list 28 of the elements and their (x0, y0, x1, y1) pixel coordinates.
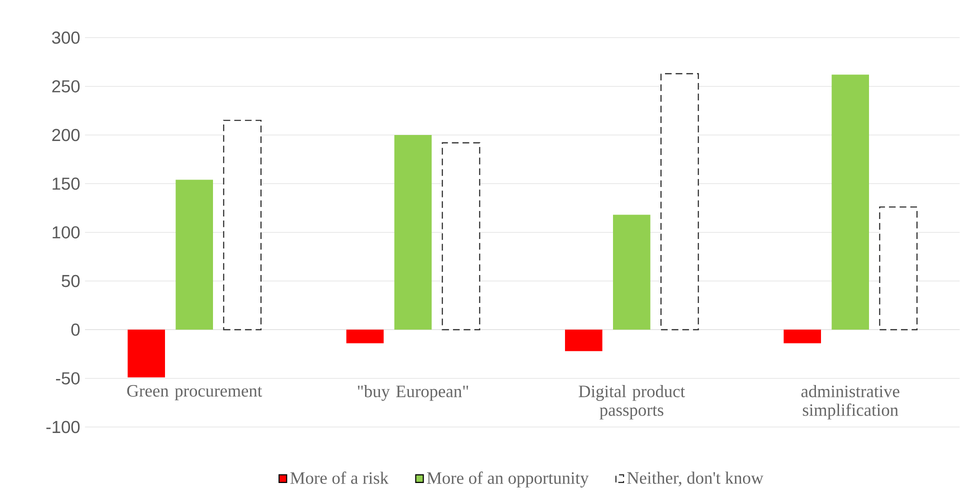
bar (128, 330, 166, 378)
legend-label: More of a risk (290, 472, 389, 484)
bar (176, 180, 214, 330)
bar (832, 74, 870, 330)
legend-label: Neither, don't know (627, 472, 764, 486)
x-tick-label: Digital product passports (578, 385, 686, 420)
y-tick-label: 200 (52, 128, 80, 142)
bar (223, 120, 262, 330)
x-tick-label: "buy European" (358, 385, 468, 401)
y-tick-label: 50 (62, 274, 80, 288)
bar (879, 206, 918, 330)
y-tick-label: 250 (52, 80, 80, 92)
x-tick-label: administrative simplification (801, 385, 900, 420)
bar (660, 73, 699, 330)
y-tick-label: -100 (46, 420, 80, 434)
bar (346, 330, 384, 344)
bar (784, 330, 822, 344)
bar (394, 135, 432, 330)
bar (442, 142, 480, 330)
legend-label: More of an opportunity (427, 472, 589, 488)
y-tick-label: 300 (52, 32, 80, 44)
y-tick-label: -50 (56, 372, 80, 384)
bar (565, 330, 602, 352)
y-tick-label: 100 (52, 226, 80, 238)
x-tick-label: Green procurement (127, 385, 262, 400)
bar (613, 214, 650, 330)
y-tick-label: 0 (71, 324, 80, 336)
y-tick-label: 150 (52, 178, 80, 190)
